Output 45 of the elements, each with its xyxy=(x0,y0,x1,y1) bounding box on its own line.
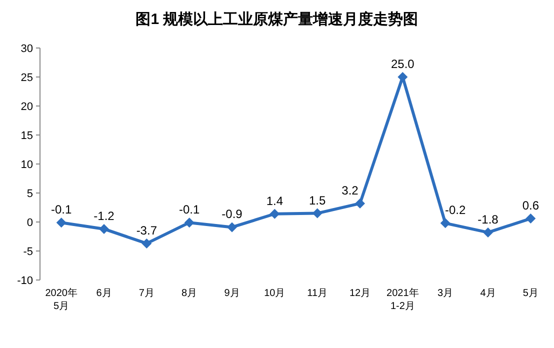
x-tick-label: 12月 xyxy=(349,288,371,299)
y-tick-label: -10 xyxy=(17,275,33,287)
data-label: 3.2 xyxy=(342,183,359,198)
x-tick-label: 3月 xyxy=(438,288,454,299)
x-tick-label: 6月 xyxy=(96,288,112,299)
x-tick-label: 7月 xyxy=(138,288,154,299)
y-tick-label: 30 xyxy=(20,43,33,55)
y-tick-label: 20 xyxy=(20,101,33,113)
data-label: -0.2 xyxy=(444,203,466,218)
x-tick-label: 4月 xyxy=(480,288,496,299)
data-label: -0.1 xyxy=(50,202,72,217)
point xyxy=(440,218,450,228)
data-label: 0.6 xyxy=(522,198,540,213)
point xyxy=(99,224,109,234)
point xyxy=(355,198,365,208)
y-tick-label: 25 xyxy=(20,72,33,84)
x-tick-label: 11月 xyxy=(307,288,328,299)
point xyxy=(184,218,194,228)
data-label: 1.5 xyxy=(308,193,326,208)
y-tick-label: -5 xyxy=(23,246,33,258)
data-label: -1.8 xyxy=(478,212,499,226)
x-tick-label: 2021年 1-2月 xyxy=(386,287,419,312)
data-label: -0.9 xyxy=(222,207,243,222)
data-label: 1.4 xyxy=(266,194,284,208)
chart-title: 图1 规模以上工业原煤产量增速月度走势图 xyxy=(136,10,418,28)
x-tick-label: 5月 xyxy=(522,288,538,299)
x-tick-label: 10月 xyxy=(264,288,286,299)
data-label: -1.2 xyxy=(94,208,115,223)
x-tick-label: 8月 xyxy=(182,288,198,299)
point xyxy=(312,208,322,218)
point xyxy=(142,238,152,248)
point xyxy=(227,222,237,232)
point xyxy=(270,208,280,219)
point xyxy=(526,214,536,224)
y-tick-label: 0 xyxy=(26,217,33,229)
data-label: -3.7 xyxy=(136,223,158,238)
y-tick-label: 5 xyxy=(26,188,33,200)
point xyxy=(483,227,493,238)
data-label: -0.1 xyxy=(178,202,200,217)
data-label: 25.0 xyxy=(390,57,415,71)
y-tick-label: 10 xyxy=(20,159,33,171)
x-tick-label: 2020年 5月 xyxy=(45,287,78,312)
point xyxy=(56,218,66,228)
y-tick-label: 15 xyxy=(20,130,33,142)
x-tick-label: 9月 xyxy=(224,288,240,299)
